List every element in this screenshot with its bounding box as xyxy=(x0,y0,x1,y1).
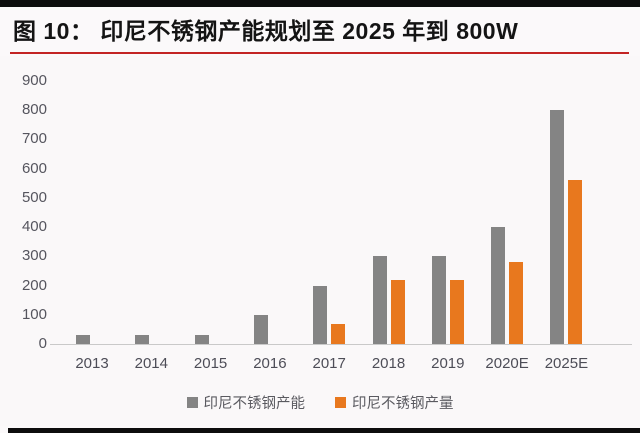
y-axis-tick-label: 400 xyxy=(21,218,47,236)
legend-label: 印尼不锈钢产能 xyxy=(203,396,306,412)
bar-output-2025E xyxy=(568,180,583,344)
bar-capacity-2017 xyxy=(313,285,328,344)
bar-capacity-2014 xyxy=(135,335,150,344)
y-axis-tick-label: 700 xyxy=(21,130,47,148)
bar-output-2020E xyxy=(509,262,524,344)
watermark xyxy=(502,405,612,423)
bar-capacity-2020E xyxy=(491,227,506,344)
x-axis-tick-label-2014: 2014 xyxy=(134,355,168,372)
x-axis-line xyxy=(50,344,632,345)
legend-swatch-icon xyxy=(186,397,198,408)
plot-area: 0 100 200 300 400 500 600 700 800 900 2013 2014 2015… xyxy=(0,56,640,426)
bar-capacity-2015 xyxy=(194,335,209,344)
bar-capacity-2018 xyxy=(372,256,387,344)
y-axis-tick-label: 0 xyxy=(38,335,47,352)
bar-output-2017 xyxy=(331,323,346,344)
bar-capacity-2013 xyxy=(76,335,90,344)
y-axis-tick-label: 500 xyxy=(21,188,47,206)
x-axis-tick-label-2016: 2016 xyxy=(253,355,287,372)
y-axis-tick-label: 900 xyxy=(21,72,47,89)
x-axis-tick-label-2013: 2013 xyxy=(75,355,109,372)
bar-output-2018 xyxy=(390,279,405,344)
bar-capacity-2019 xyxy=(431,256,446,344)
top-frame-bar xyxy=(0,0,640,7)
x-axis-tick-label-2018: 2018 xyxy=(371,355,406,372)
title-underline-rule xyxy=(10,52,629,54)
bar-capacity-2016 xyxy=(253,314,268,344)
x-axis-tick-label-2020E: 2020E xyxy=(485,355,529,372)
legend-item-capacity: 印尼不锈钢产能 xyxy=(186,392,306,413)
x-axis-tick-label-2025E: 2025E xyxy=(544,355,589,372)
bar-chart: 0 100 200 300 400 500 600 700 800 900 2013 2014 2015… xyxy=(0,56,640,426)
y-axis-tick-label: 600 xyxy=(21,159,47,177)
bottom-frame-bar xyxy=(8,428,640,433)
y-axis-tick-label: 100 xyxy=(21,305,47,323)
chart-legend: 印尼不锈钢产能 印尼不锈钢产量 xyxy=(0,392,640,413)
bar-output-2019 xyxy=(449,279,464,344)
legend-label: 印尼不锈钢产量 xyxy=(352,396,454,412)
y-axis-tick-label: 300 xyxy=(21,247,47,265)
y-axis-tick-label: 200 xyxy=(21,276,47,294)
x-axis-tick-label-2019: 2019 xyxy=(431,355,465,372)
x-axis-tick-label-2015: 2015 xyxy=(193,355,228,372)
legend-swatch-icon xyxy=(335,397,346,408)
bar-capacity-2025E xyxy=(550,110,565,344)
y-axis-tick-label: 800 xyxy=(21,101,47,119)
legend-item-output: 印尼不锈钢产量 xyxy=(335,392,454,413)
chart-title: 图 10： 印尼不锈钢产能规划至 2025 年到 800W xyxy=(13,18,519,44)
x-axis-tick-label-2017: 2017 xyxy=(312,355,346,372)
